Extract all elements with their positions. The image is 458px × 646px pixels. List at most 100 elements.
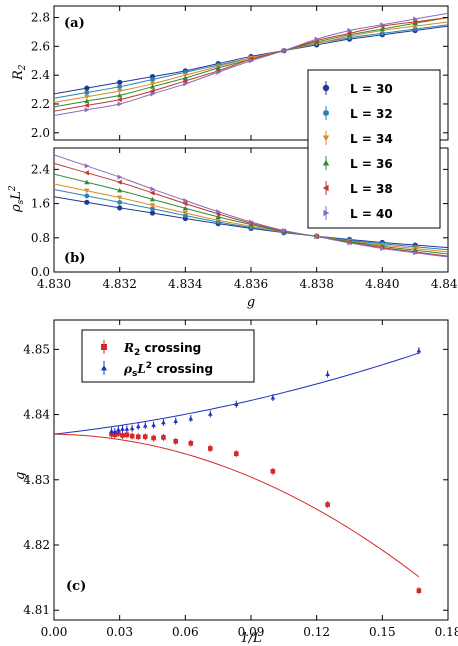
- legend-label-2: L = 34: [350, 132, 393, 146]
- legend-label-4: L = 38: [350, 182, 393, 196]
- panel-a-point-4-1: [117, 97, 122, 103]
- legend-label-1: L = 32: [350, 107, 393, 121]
- panel-c-point-0-12: [207, 446, 213, 451]
- legend-ab-frame: [307, 69, 441, 229]
- panel-a-point-4-0: [84, 102, 89, 109]
- panel-b-ytick-label: 1.6: [31, 197, 50, 211]
- panel-c-xtick-label: 0.18: [435, 625, 458, 639]
- panel-b-point-4-1: [117, 179, 122, 185]
- panel-a-point-5-2: [150, 91, 156, 97]
- panel-c-point-0-13: [234, 451, 239, 456]
- panel-b-point-5-1: [117, 174, 123, 180]
- panel-b-label: (b): [64, 251, 85, 266]
- legend-marker-3: [322, 159, 330, 166]
- panel-a-point-4-10: [412, 19, 418, 25]
- panel-c-point-1-11: [188, 416, 194, 421]
- panel-c-point-0-5: [129, 433, 135, 439]
- panel-c-xtick-label: 0.06: [172, 625, 199, 639]
- panel-c-point-0-9: [161, 435, 166, 440]
- panel-a-point-1-2: [150, 76, 155, 83]
- panel-a-ytick-label: 2.2: [31, 97, 50, 111]
- panel-a-point-0-1: [117, 79, 123, 85]
- panel-c-point-1-3: [120, 426, 125, 431]
- panel-c-point-0-4: [124, 432, 130, 438]
- legend-marker-4: [322, 184, 329, 192]
- panel-a-ytick-label: 2.8: [31, 11, 50, 25]
- panel-a-point-2-3: [182, 73, 188, 78]
- panel-c-point-1-4: [124, 426, 130, 431]
- panel-b-point-4-3: [182, 200, 188, 207]
- legend-c-marker-1: [101, 365, 107, 371]
- panel-a-point-5-0: [84, 107, 90, 113]
- panel-b-point-1-0: [84, 193, 90, 199]
- panel-a-point-4-2: [149, 88, 155, 94]
- panel-b-point-2-1: [117, 195, 123, 201]
- panel-c-label: (c): [66, 579, 86, 594]
- panel-b-point-3-3: [182, 205, 188, 211]
- panel-c-ytick-label: 4.82: [23, 538, 50, 552]
- panel-c-xtick-label: 0.00: [41, 625, 68, 639]
- panel-c-point-0-14: [270, 469, 276, 474]
- panel-b-xlabel: g: [247, 295, 255, 310]
- panel-c-point-1-6: [135, 424, 141, 429]
- panel-b-point-4-2: [149, 190, 155, 196]
- panel-b-point-5-5: [248, 219, 254, 225]
- panel-a-point-5-6: [281, 48, 287, 54]
- panel-b-xtick-label: 4.836: [234, 277, 268, 291]
- panel-c-xlabel: 1/L: [240, 631, 261, 646]
- legend-c-rho-label: ρsL2 crossing: [123, 361, 213, 379]
- panel-a-point-5-5: [248, 58, 254, 64]
- panel-b-point-5-9: [380, 245, 385, 252]
- panel-a-ytick-label: 2.4: [31, 68, 50, 82]
- legend-marker-0: [322, 84, 330, 92]
- panel-b-point-2-3: [182, 210, 188, 216]
- panel-c-point-1-12: [207, 411, 213, 416]
- legend-c-frame: [81, 329, 255, 383]
- panel-b-point-5-3: [183, 197, 188, 204]
- panel-b-ytick-label: 0.8: [31, 231, 50, 245]
- panel-a-point-5-8: [347, 27, 353, 34]
- legend-c-marker-0: [101, 344, 107, 350]
- panel-a-point-2-0: [84, 94, 90, 100]
- panel-c: 4.81 4.82 4.83 4.84 4.85 0.00 0.03 0.06 0.09 0.1…: [13, 319, 458, 646]
- legend-ab: L = 30 L = 32 L = 34 L = 36 L = 38 L = 40: [307, 69, 441, 229]
- panel-c-point-1-1: [112, 429, 118, 434]
- panel-c-point-1-7: [142, 423, 148, 428]
- panel-c-point-0-2: [116, 431, 121, 436]
- panel-a-point-1-10: [412, 26, 418, 32]
- legend-label-0: L = 30: [350, 82, 393, 96]
- panel-a-point-2-2: [149, 81, 156, 87]
- panel-c-point-1-14: [270, 395, 276, 400]
- panel-b-ylabel: ρsL2: [8, 185, 26, 213]
- panel-c-xtick-label: 0.15: [369, 625, 396, 639]
- panel-b-xtick-label: 4.838: [299, 277, 333, 291]
- panel-a-point-3-1: [117, 92, 123, 98]
- legend-label-3: L = 36: [350, 157, 393, 171]
- legend-c-r2-label: R2 crossing: [123, 341, 201, 358]
- panel-b-point-2-0: [84, 188, 90, 194]
- panel-c-ytick-label: 4.83: [23, 473, 50, 487]
- panel-a-ytick-label: 2.6: [31, 39, 50, 53]
- panel-c-fit-r2: [53, 433, 420, 578]
- panel-c-ytick-label: 4.85: [23, 342, 50, 356]
- panel-b-point-5-10: [413, 250, 418, 256]
- panel-c-point-0-10: [173, 439, 179, 444]
- panel-a-point-4-8: [346, 30, 352, 36]
- panel-b: 0.0 0.8 1.6 2.4 4.830 4.832 4.834 4.836 4.838 4.…: [8, 147, 458, 310]
- panel-c-xtick-label: 0.03: [106, 625, 133, 639]
- panel-b-point-2-2: [149, 203, 156, 208]
- panel-a-point-1-1: [117, 84, 122, 90]
- panel-b-point-0-2: [149, 210, 156, 216]
- panel-c-point-1-5: [129, 425, 135, 431]
- panel-c-point-1-2: [116, 427, 121, 432]
- panel-a-point-5-7: [314, 36, 320, 42]
- panel-a-point-4-3: [182, 78, 188, 84]
- panel-b-point-2-4: [215, 218, 221, 223]
- panel-b-point-0-1: [117, 205, 123, 211]
- panel-b-ytick-label: 0.0: [31, 265, 50, 279]
- panel-a-point-3-9: [379, 26, 385, 32]
- panel-c-ytick-label: 4.84: [23, 408, 50, 422]
- panel-a-point-0-0: [84, 85, 90, 91]
- panel-c-point-1-16: [416, 348, 422, 353]
- panel-a-ylabel: R2: [11, 64, 28, 81]
